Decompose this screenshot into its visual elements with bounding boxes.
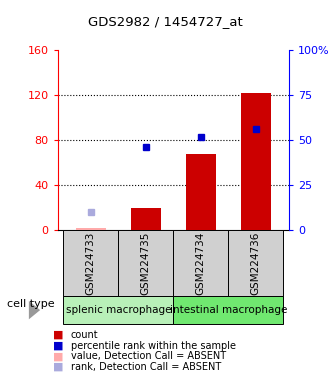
Text: GDS2982 / 1454727_at: GDS2982 / 1454727_at: [88, 15, 242, 28]
Bar: [118, 230, 173, 296]
Bar: [241, 93, 271, 230]
Text: cell type: cell type: [7, 299, 54, 310]
Bar: [63, 296, 173, 324]
Bar: [173, 296, 283, 324]
Text: intestinal macrophage: intestinal macrophage: [170, 305, 287, 315]
Text: GSM224734: GSM224734: [196, 231, 206, 295]
Bar: [228, 230, 283, 296]
Text: ■: ■: [52, 351, 63, 361]
Bar: [63, 230, 118, 296]
Text: GSM224733: GSM224733: [86, 231, 96, 295]
Text: GSM224736: GSM224736: [251, 231, 261, 295]
Polygon shape: [29, 301, 40, 319]
Bar: [173, 230, 228, 296]
Text: count: count: [71, 330, 99, 340]
Text: GSM224735: GSM224735: [141, 231, 151, 295]
Bar: [76, 228, 106, 230]
Text: ■: ■: [52, 341, 63, 351]
Bar: [185, 154, 216, 230]
Text: percentile rank within the sample: percentile rank within the sample: [71, 341, 236, 351]
Text: ■: ■: [52, 362, 63, 372]
Text: ■: ■: [52, 330, 63, 340]
Text: splenic macrophage: splenic macrophage: [65, 305, 171, 315]
Bar: [131, 208, 161, 230]
Text: rank, Detection Call = ABSENT: rank, Detection Call = ABSENT: [71, 362, 221, 372]
Text: value, Detection Call = ABSENT: value, Detection Call = ABSENT: [71, 351, 226, 361]
